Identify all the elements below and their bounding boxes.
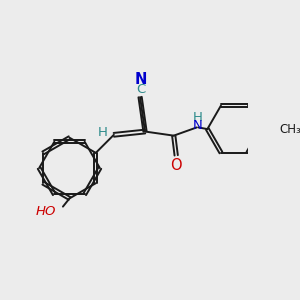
- Text: HO: HO: [36, 205, 56, 218]
- Text: CH₃: CH₃: [280, 123, 300, 136]
- Text: N: N: [193, 119, 202, 132]
- Text: N: N: [135, 71, 147, 86]
- Text: C: C: [136, 83, 146, 96]
- Text: H: H: [193, 111, 202, 124]
- Text: H: H: [98, 126, 107, 139]
- Text: O: O: [170, 158, 182, 173]
